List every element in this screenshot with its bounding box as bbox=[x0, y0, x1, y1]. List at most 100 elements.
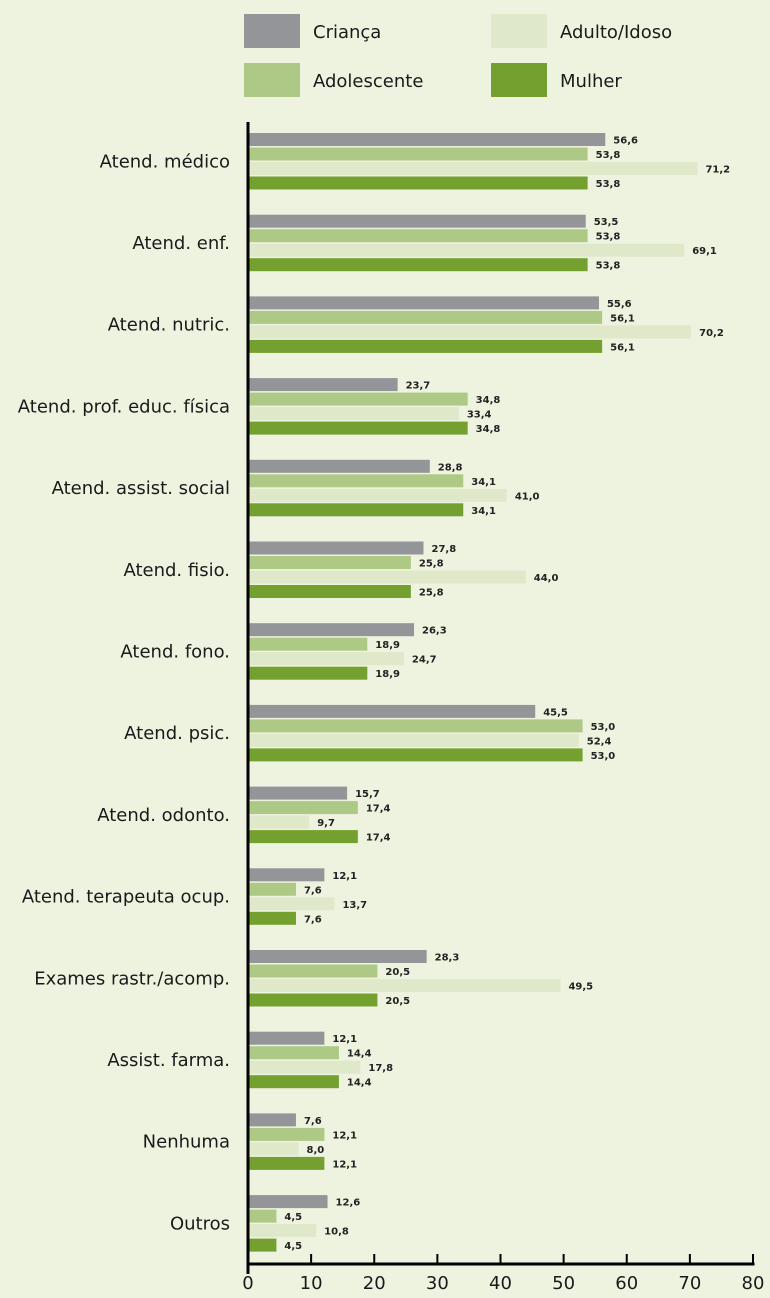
bar-adolescente-atend-fono bbox=[248, 637, 368, 651]
bar-adulto-idoso-atend-fisio bbox=[248, 570, 526, 584]
bar-adulto-idoso-atend-nutric bbox=[248, 325, 692, 339]
data-label: 71,2 bbox=[705, 165, 730, 176]
data-label: 18,9 bbox=[375, 640, 400, 651]
bar-crianca-atend-fisio bbox=[248, 541, 424, 555]
legend-label-mulher: Mulher bbox=[560, 71, 622, 92]
data-label: 53,8 bbox=[596, 261, 621, 272]
bar-adolescente-atend-medico bbox=[248, 147, 588, 161]
bar-adolescente-atend-enf bbox=[248, 229, 588, 243]
legend-swatch-adulto-idoso bbox=[491, 14, 547, 48]
bar-adolescente-atend-odonto bbox=[248, 801, 358, 815]
data-label: 34,8 bbox=[476, 424, 501, 435]
bar-adolescente-atend-nutric bbox=[248, 310, 603, 324]
data-label: 49,5 bbox=[568, 982, 593, 993]
bar-adulto-idoso-atend-prof-educ-fisica bbox=[248, 407, 459, 421]
data-label: 23,7 bbox=[406, 381, 431, 392]
bar-adolescente-exames-rastr-acomp bbox=[248, 964, 378, 978]
bar-crianca-assist-farma bbox=[248, 1031, 325, 1045]
data-label: 13,7 bbox=[342, 900, 367, 911]
x-tick-label: 70 bbox=[678, 1273, 701, 1294]
category-label-atend-assist-social: Atend. assist. social bbox=[52, 478, 230, 499]
data-label: 53,0 bbox=[591, 751, 616, 762]
bar-crianca-outros bbox=[248, 1195, 328, 1209]
legend-swatch-mulher bbox=[491, 63, 547, 97]
category-label-atend-odonto: Atend. odonto. bbox=[97, 805, 230, 826]
data-label: 7,6 bbox=[304, 1116, 322, 1127]
x-tick-label: 40 bbox=[489, 1273, 512, 1294]
bar-mulher-atend-fisio bbox=[248, 585, 411, 598]
category-label-exames-rastr-acomp: Exames rastr./acomp. bbox=[34, 968, 230, 989]
data-label: 56,6 bbox=[613, 136, 638, 147]
bar-crianca-atend-terapeuta-ocup bbox=[248, 868, 325, 882]
data-label: 44,0 bbox=[534, 573, 559, 584]
data-label: 55,6 bbox=[607, 299, 632, 310]
axes: 0 10 20 30 40 50 60 70 80 bbox=[242, 122, 764, 1294]
x-tick-label: 20 bbox=[363, 1273, 386, 1294]
data-label: 56,1 bbox=[610, 342, 635, 353]
data-label: 27,8 bbox=[431, 544, 456, 555]
bar-mulher-exames-rastr-acomp bbox=[248, 993, 378, 1007]
data-label: 52,4 bbox=[587, 736, 612, 747]
bar-adulto-idoso-atend-medico bbox=[248, 162, 698, 175]
data-label: 20,5 bbox=[385, 967, 410, 978]
data-label: 4,5 bbox=[284, 1212, 302, 1223]
category-label-outros: Outros bbox=[170, 1213, 230, 1234]
legend: Criança Adolescente Adulto/Idoso Mulher bbox=[244, 14, 672, 97]
bar-mulher-atend-psic bbox=[248, 748, 583, 762]
data-label: 34,8 bbox=[476, 395, 501, 406]
data-label: 4,5 bbox=[284, 1241, 302, 1252]
data-label: 7,6 bbox=[304, 914, 322, 925]
bar-crianca-atend-prof-educ-fisica bbox=[248, 378, 398, 392]
category-label-atend-terapeuta-ocup: Atend. terapeuta ocup. bbox=[22, 887, 230, 908]
bar-mulher-atend-assist-social bbox=[248, 503, 464, 517]
x-tick-label: 50 bbox=[552, 1273, 575, 1294]
bar-crianca-atend-nutric bbox=[248, 296, 599, 310]
data-label: 12,6 bbox=[336, 1198, 361, 1209]
legend-swatch-adolescente bbox=[244, 63, 300, 97]
data-label: 70,2 bbox=[699, 328, 724, 339]
bar-mulher-nenhuma bbox=[248, 1156, 325, 1170]
bar-mulher-atend-medico bbox=[248, 176, 588, 190]
data-label: 53,8 bbox=[596, 179, 621, 190]
legend-label-adulto-idoso: Adulto/Idoso bbox=[560, 22, 672, 43]
bar-mulher-assist-farma bbox=[248, 1075, 339, 1089]
data-label: 53,8 bbox=[596, 150, 621, 161]
bar-adolescente-assist-farma bbox=[248, 1046, 339, 1060]
data-label: 14,4 bbox=[347, 1049, 372, 1060]
data-label: 28,8 bbox=[438, 462, 463, 473]
bar-adulto-idoso-atend-enf bbox=[248, 243, 685, 257]
category-label-atend-fono: Atend. fono. bbox=[120, 641, 230, 662]
data-label: 24,7 bbox=[412, 655, 437, 666]
data-label: 10,8 bbox=[324, 1227, 349, 1238]
legend-label-adolescente: Adolescente bbox=[313, 71, 423, 92]
data-label: 17,8 bbox=[368, 1063, 393, 1074]
x-tick-label: 80 bbox=[742, 1273, 765, 1294]
bar-mulher-atend-fono bbox=[248, 666, 368, 680]
data-label: 17,4 bbox=[366, 804, 391, 815]
data-label: 14,4 bbox=[347, 1078, 372, 1089]
legend-swatch-crianca bbox=[244, 14, 300, 48]
bar-crianca-atend-medico bbox=[248, 133, 606, 146]
plot-area: 56,6 53,8 71,2 53,8 Atend. médico 53,5 53,8 69,… bbox=[18, 133, 730, 1252]
bar-mulher-outros bbox=[248, 1238, 277, 1252]
data-label: 26,3 bbox=[422, 626, 447, 637]
bar-crianca-atend-psic bbox=[248, 704, 536, 718]
data-label: 34,1 bbox=[471, 506, 496, 517]
data-label: 12,1 bbox=[332, 1034, 357, 1045]
x-tick-label: 0 bbox=[242, 1273, 253, 1294]
data-label: 69,1 bbox=[692, 246, 717, 257]
x-tick-label: 60 bbox=[615, 1273, 638, 1294]
bar-crianca-atend-assist-social bbox=[248, 459, 430, 473]
data-label: 53,5 bbox=[594, 217, 619, 228]
bar-mulher-atend-odonto bbox=[248, 830, 358, 844]
bar-adulto-idoso-outros bbox=[248, 1224, 317, 1238]
data-label: 53,8 bbox=[596, 232, 621, 243]
data-label: 9,7 bbox=[317, 818, 335, 829]
bar-adolescente-outros bbox=[248, 1209, 277, 1223]
data-label: 45,5 bbox=[543, 707, 568, 718]
category-label-atend-enf: Atend. enf. bbox=[132, 233, 230, 254]
bar-crianca-nenhuma bbox=[248, 1113, 296, 1127]
bar-crianca-atend-enf bbox=[248, 214, 586, 228]
category-label-atend-nutric: Atend. nutric. bbox=[108, 315, 230, 336]
bar-crianca-exames-rastr-acomp bbox=[248, 950, 427, 963]
